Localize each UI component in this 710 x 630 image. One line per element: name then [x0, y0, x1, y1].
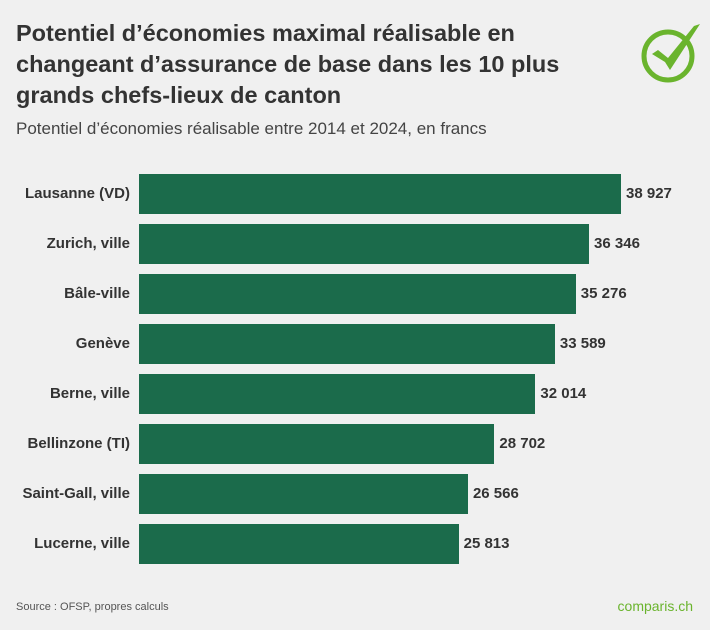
value-label: 35 276 [580, 285, 627, 302]
category-label: Bellinzone (TI) [27, 435, 131, 452]
source-note: Source : OFSP, propres calculs [16, 601, 169, 613]
value-label: 25 813 [463, 535, 510, 552]
category-label: Bâle-ville [64, 285, 130, 302]
value-label: 26 566 [472, 485, 519, 502]
chart-subtitle: Potentiel d’économies réalisable entre 2… [16, 119, 487, 138]
bar-chart: Lausanne (VD) 38 927 Zurich, ville 36 346 Bâ… [0, 160, 710, 564]
bar [139, 524, 459, 564]
value-label: 33 589 [559, 335, 606, 352]
brand-logo-text: comparis.ch [617, 598, 693, 614]
bar [139, 474, 468, 514]
bar [139, 424, 495, 464]
chart-title: Potentiel d’économies maximal réalisable… [16, 20, 560, 108]
value-label: 32 014 [540, 385, 587, 402]
category-label: Zurich, ville [46, 235, 130, 252]
bar [139, 174, 621, 214]
comparis-check-logo-icon [641, 24, 700, 83]
category-label: Genève [75, 335, 130, 352]
category-label: Lausanne (VD) [24, 185, 130, 202]
bar [139, 224, 590, 264]
category-label: Berne, ville [49, 385, 130, 402]
value-label: 36 346 [594, 235, 640, 252]
bar [139, 324, 555, 364]
bar [139, 274, 576, 314]
bar [139, 374, 536, 414]
category-label: Lucerne, ville [34, 535, 130, 552]
value-label: 28 702 [499, 435, 546, 452]
category-label: Saint-Gall, ville [22, 485, 130, 502]
value-label: 38 927 [626, 185, 672, 202]
